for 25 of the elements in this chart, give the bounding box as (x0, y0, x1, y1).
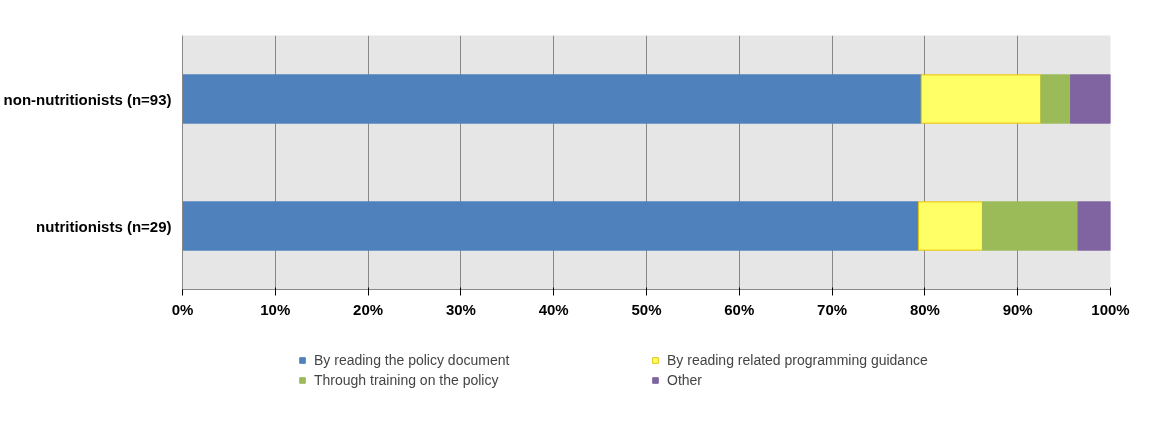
y-tick-label: non-nutritionists (n=93) (3, 90, 172, 108)
x-tick-label: 10% (260, 300, 291, 318)
bar (1077, 201, 1111, 251)
legend-label: By reading the policy document (314, 352, 511, 368)
x-tick-label: 20% (353, 300, 384, 318)
x-tick-label: 50% (631, 300, 662, 318)
x-tick-label: 70% (817, 300, 848, 318)
x-tick-label: 90% (1002, 300, 1033, 318)
x-tick-label: 40% (538, 300, 569, 318)
bar (182, 74, 922, 124)
legend-label: By reading related programming guidance (667, 352, 929, 368)
legend-label: Other (667, 372, 703, 388)
bar (1040, 74, 1072, 124)
bar (1070, 74, 1111, 124)
x-tick-label: 100% (1091, 300, 1130, 318)
bar (920, 74, 1042, 124)
x-tick-label: 30% (445, 300, 476, 318)
bar (917, 201, 983, 251)
x-tick-label: 60% (724, 300, 755, 318)
legend-label: Through training on the policy (314, 372, 500, 388)
bar (182, 201, 919, 251)
x-tick-label: 0% (171, 300, 194, 318)
x-tick-label: 80% (909, 300, 940, 318)
bar (981, 201, 1079, 251)
y-tick-label: nutritionists (n=29) (36, 217, 172, 235)
